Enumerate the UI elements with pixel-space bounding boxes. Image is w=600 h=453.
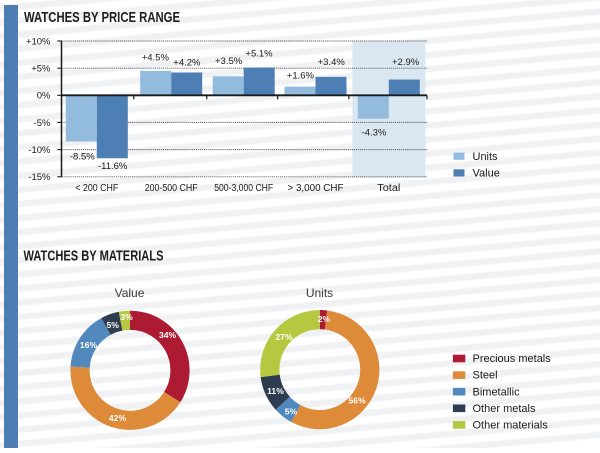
svg-text:+4.2%: +4.2%	[173, 58, 201, 69]
svg-text:0%: 0%	[37, 91, 51, 102]
svg-text:56%: 56%	[348, 395, 366, 405]
svg-text:+2.9%: +2.9%	[392, 57, 420, 68]
svg-text:+4.5%: +4.5%	[142, 53, 170, 64]
svg-text:Value: Value	[473, 168, 500, 180]
svg-text:16%: 16%	[80, 340, 98, 350]
svg-text:-5%: -5%	[34, 118, 51, 129]
svg-text:WATCHES BY MATERIALS: WATCHES BY MATERIALS	[24, 249, 164, 265]
svg-text:-15%: -15%	[28, 172, 51, 183]
svg-text:+5%: +5%	[31, 64, 51, 75]
svg-text:+3.4%: +3.4%	[318, 57, 346, 68]
svg-text:Value: Value	[115, 286, 145, 300]
svg-text:5%: 5%	[106, 320, 119, 330]
svg-text:-8.5%: -8.5%	[70, 152, 95, 163]
svg-text:-4.3%: -4.3%	[362, 128, 387, 139]
svg-text:Total: Total	[377, 183, 400, 194]
svg-text:+3.5%: +3.5%	[215, 56, 243, 67]
svg-text:27%: 27%	[275, 332, 293, 342]
svg-text:500-3,000 CHF: 500-3,000 CHF	[214, 183, 273, 194]
svg-text:WATCHES BY PRICE RANGE: WATCHES BY PRICE RANGE	[24, 10, 180, 26]
svg-text:42%: 42%	[109, 413, 127, 423]
svg-text:-10%: -10%	[28, 145, 51, 156]
svg-text:Units: Units	[473, 151, 499, 163]
svg-text:+10%: +10%	[26, 36, 51, 47]
svg-text:Units: Units	[306, 286, 333, 300]
svg-text:5%: 5%	[285, 406, 298, 416]
svg-text:34%: 34%	[159, 330, 177, 340]
svg-text:Precious metals: Precious metals	[473, 353, 552, 365]
svg-text:+1.6%: +1.6%	[287, 71, 315, 82]
svg-text:+5.1%: +5.1%	[245, 49, 273, 60]
svg-text:Other materials: Other materials	[473, 420, 549, 432]
svg-text:Other metals: Other metals	[473, 403, 536, 415]
svg-text:3%: 3%	[120, 312, 133, 322]
svg-text:-11.6%: -11.6%	[98, 161, 128, 172]
svg-text:< 200 CHF: < 200 CHF	[75, 183, 118, 194]
svg-text:Bimetallic: Bimetallic	[473, 386, 521, 398]
svg-text:> 3,000 CHF: > 3,000 CHF	[288, 183, 344, 194]
svg-text:11%: 11%	[267, 386, 284, 396]
svg-text:200-500 CHF: 200-500 CHF	[145, 183, 198, 194]
svg-text:Steel: Steel	[473, 370, 498, 382]
svg-text:2%: 2%	[318, 314, 331, 324]
